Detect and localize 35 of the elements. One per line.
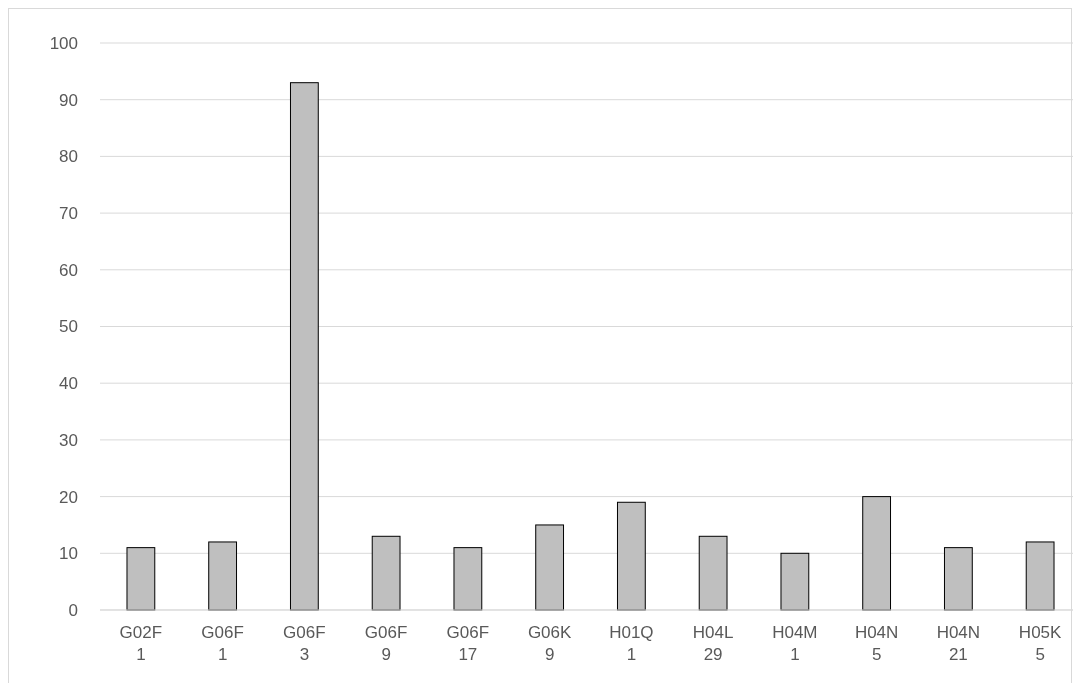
x-tick-label: H04M 1 bbox=[772, 623, 818, 664]
y-tick-label: 80 bbox=[59, 147, 78, 167]
y-tick-label: 10 bbox=[59, 544, 78, 564]
bar bbox=[126, 547, 156, 611]
y-tick-label: 90 bbox=[59, 90, 78, 110]
bar bbox=[289, 82, 319, 611]
y-tick-label: 30 bbox=[59, 430, 78, 450]
x-tick-label: H05K 5 bbox=[1018, 623, 1063, 664]
bar bbox=[453, 547, 483, 611]
x-tick-label: G02F 1 bbox=[119, 623, 163, 664]
bar bbox=[208, 541, 238, 611]
bar bbox=[535, 524, 565, 611]
x-tick-label: H04L 29 bbox=[692, 623, 734, 664]
y-tick-label: 60 bbox=[59, 260, 78, 280]
bar bbox=[1025, 541, 1055, 611]
x-tick-label: G06K 9 bbox=[527, 623, 573, 664]
x-tick-label: H04N 5 bbox=[854, 623, 899, 664]
y-tick-label: 40 bbox=[59, 374, 78, 394]
bar bbox=[371, 535, 401, 611]
x-tick-label: G06F 9 bbox=[364, 623, 408, 664]
x-tick-label: G06F 3 bbox=[283, 623, 326, 664]
y-tick-label: 20 bbox=[59, 487, 78, 507]
x-tick-label: H04N 21 bbox=[936, 623, 981, 664]
bar bbox=[862, 496, 892, 611]
x-tick-label: G06F 17 bbox=[446, 623, 490, 664]
y-tick-label: 50 bbox=[59, 317, 78, 337]
bar bbox=[616, 501, 646, 611]
y-tick-label: 0 bbox=[68, 600, 78, 620]
bar bbox=[698, 535, 728, 611]
y-tick-label: 100 bbox=[49, 33, 78, 53]
bar bbox=[943, 547, 973, 611]
y-tick-label: 70 bbox=[59, 204, 78, 224]
bar bbox=[780, 552, 810, 611]
x-tick-label: G06F 1 bbox=[201, 623, 244, 664]
x-tick-label: H01Q 1 bbox=[609, 623, 654, 664]
